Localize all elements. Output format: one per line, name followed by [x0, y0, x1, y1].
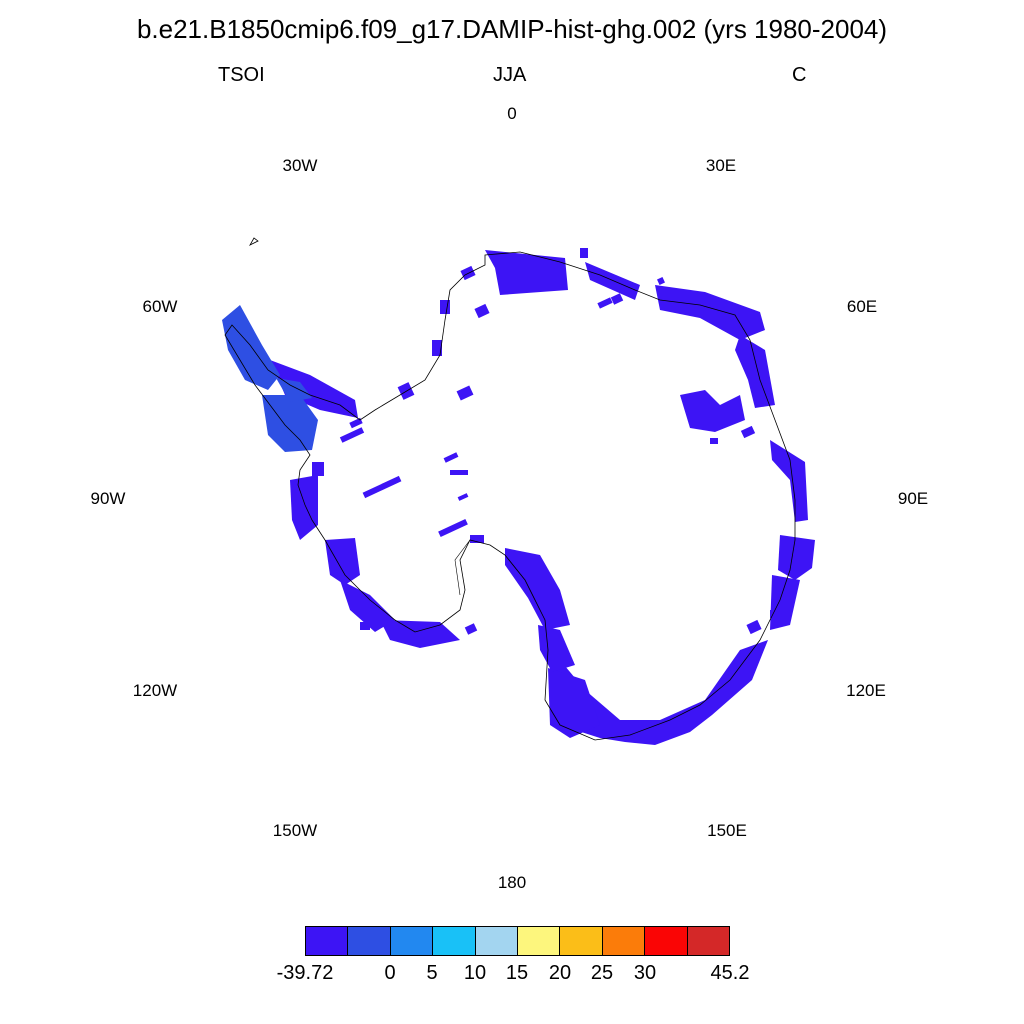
- field-cell: [339, 427, 365, 443]
- field-cell: [770, 610, 780, 618]
- colorbar-box-0: [306, 927, 349, 955]
- field-cell: [597, 297, 613, 309]
- field-patch: [585, 262, 640, 300]
- field-cell: [362, 475, 402, 499]
- field-patch: [550, 640, 768, 745]
- left-string: TSOI: [218, 64, 265, 86]
- field-patch: [735, 335, 775, 408]
- ice-shelf-lines: [454, 539, 541, 611]
- lon-label-0: 0: [507, 104, 517, 123]
- field-patch: [680, 390, 745, 432]
- lon-label-30e: 30E: [705, 156, 737, 175]
- field-cell: [746, 619, 762, 635]
- plot-title: b.e21.B1850cmip6.f09_g17.DAMIP-hist-ghg.…: [136, 14, 888, 44]
- field-cell: [464, 623, 478, 635]
- colorbar-label-min: -39.72: [276, 962, 334, 984]
- field-cell: [438, 518, 468, 538]
- field-patch: [778, 535, 815, 580]
- lon-label-150e: 150E: [707, 821, 747, 840]
- lon-label-150w: 150W: [272, 821, 318, 840]
- field-cell: [349, 417, 363, 429]
- field-patch: [340, 580, 395, 632]
- colorbar-label-15: 15: [505, 962, 529, 984]
- colorbar: [305, 926, 730, 956]
- lon-label-60w: 60W: [142, 297, 178, 316]
- field-cell: [312, 462, 324, 476]
- colorbar-label-5: 5: [426, 962, 438, 984]
- lon-label-90w: 90W: [90, 489, 126, 508]
- center-string: JJA: [493, 64, 527, 86]
- colorbar-box-7: [602, 927, 646, 955]
- coastline: [224, 237, 796, 741]
- field-cell: [432, 340, 442, 356]
- field-patch: [655, 285, 765, 340]
- antarctic-coastline: [224, 251, 796, 741]
- field-cell: [474, 303, 490, 319]
- colorbar-box-9: [687, 927, 730, 955]
- field-cell: [657, 277, 665, 285]
- colorbar-box-3: [433, 927, 476, 955]
- colorbar-label-30: 30: [633, 962, 657, 984]
- field-cell: [580, 248, 588, 258]
- field-cell: [610, 293, 624, 305]
- colorbar-label-max: 45.2: [710, 962, 750, 984]
- field-patch: [770, 575, 800, 630]
- field-cell: [460, 265, 476, 281]
- colorbar-box-2: [390, 927, 434, 955]
- field-cell: [710, 438, 718, 444]
- field-patch: [485, 250, 568, 295]
- temperature-field: [222, 248, 815, 745]
- colorbar-label-20: 20: [548, 962, 572, 984]
- lon-label-30w: 30W: [282, 156, 318, 175]
- lon-label-120e: 120E: [846, 681, 886, 700]
- lon-label-90e: 90E: [897, 489, 929, 508]
- lon-label-60e: 60E: [846, 297, 878, 316]
- field-cell: [443, 452, 459, 463]
- colorbar-label-0: 0: [384, 962, 396, 984]
- lon-label-180: 180: [497, 873, 527, 892]
- field-patch: [505, 548, 570, 630]
- field-patch: [380, 620, 460, 648]
- field-cell: [470, 535, 484, 543]
- colorbar-box-4: [475, 927, 519, 955]
- field-patch-peninsula: [276, 378, 312, 402]
- field-patch: [325, 538, 360, 585]
- field-cell: [740, 425, 756, 439]
- field-patch: [548, 668, 600, 738]
- colorbar-box-5: [518, 927, 561, 955]
- field-cell: [456, 385, 474, 401]
- colorbar-label-10: 10: [463, 962, 487, 984]
- field-patch-peninsula: [262, 395, 318, 452]
- field-cell: [457, 493, 469, 501]
- field-patch: [290, 475, 318, 540]
- field-patch-peninsula: [222, 305, 280, 390]
- field-patch: [538, 625, 575, 672]
- right-string: C: [792, 64, 807, 86]
- field-cell: [360, 622, 370, 630]
- colorbar-label-25: 25: [590, 962, 614, 984]
- field-cell: [440, 300, 450, 314]
- colorbar-box-6: [560, 927, 603, 955]
- colorbar-box-1: [348, 927, 391, 955]
- island-outline: [248, 237, 259, 246]
- field-cell: [450, 470, 468, 475]
- lon-label-120w: 120W: [132, 681, 178, 700]
- field-patch: [770, 440, 808, 522]
- colorbar-box-8: [645, 927, 688, 955]
